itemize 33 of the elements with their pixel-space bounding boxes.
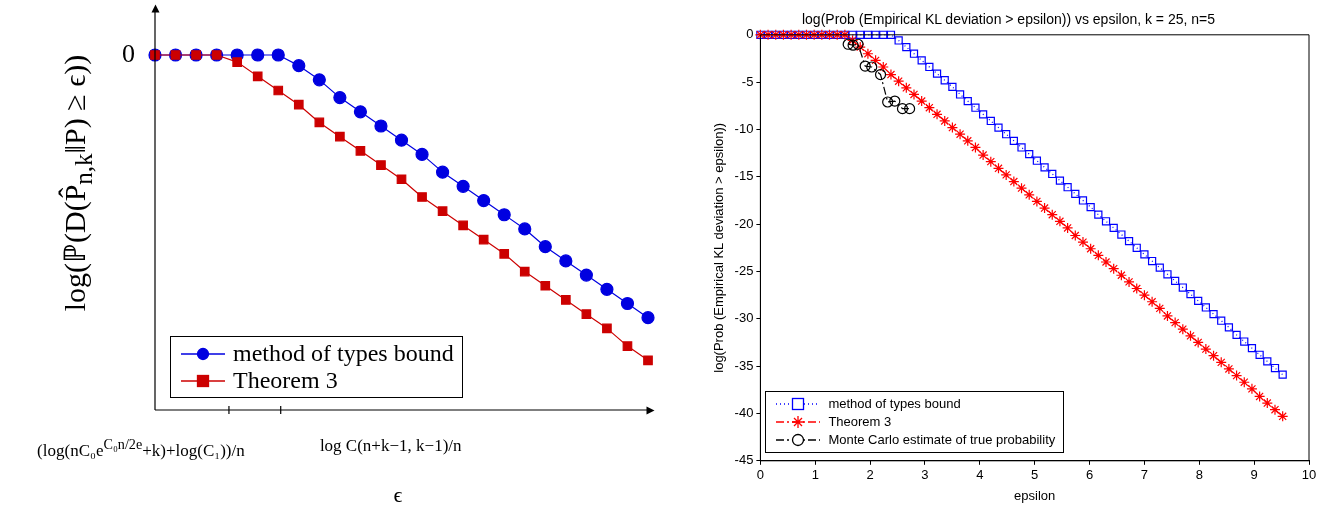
x-tick-label: 0 bbox=[756, 467, 765, 483]
x-tick-label: 1 bbox=[811, 467, 819, 483]
x-tick-label: 4 bbox=[976, 467, 984, 483]
legend-label: method of types bound bbox=[233, 340, 454, 367]
x-axis-title: epsilon bbox=[1014, 487, 1056, 503]
legend-label: method of types bound bbox=[828, 396, 961, 412]
x-tick-label: 5 bbox=[1031, 467, 1039, 483]
y-axis-title: log(Prob (Empirical KL deviation > epsilon)) bbox=[711, 122, 727, 373]
y-tick-label: -5 bbox=[741, 73, 754, 89]
legend-label: Monte Carlo estimate of true probability bbox=[828, 432, 1056, 448]
x-tick-label: 3 bbox=[921, 467, 929, 483]
y-tick-label: -40 bbox=[734, 405, 754, 421]
y-tick-label: -25 bbox=[734, 263, 754, 279]
x-tick-label: 10 bbox=[1301, 467, 1317, 483]
y-tick-label: -45 bbox=[734, 452, 754, 468]
text: (log(nC₀e$^{C₀n/2e}$+k)+log(C₁))/n bbox=[37, 436, 245, 461]
y-tick-label: -20 bbox=[734, 215, 754, 231]
text: log C(n+k−1, k−1)/n bbox=[319, 436, 462, 456]
x-tick-label: 9 bbox=[1250, 467, 1258, 483]
text: 0 bbox=[122, 39, 135, 69]
x-tick-label: 2 bbox=[866, 467, 874, 483]
y-tick-label: -35 bbox=[734, 357, 754, 373]
y-tick-label: -10 bbox=[734, 121, 754, 137]
y-tick-label: -15 bbox=[734, 168, 754, 184]
x-axis-title: ϵ bbox=[393, 482, 403, 508]
y-tick-label: -30 bbox=[734, 310, 754, 326]
chart-title: log(Prob (Empirical KL deviation > epsilon)) vs epsilon, k = 25, n=5 bbox=[801, 11, 1216, 28]
x-tick-label: 6 bbox=[1085, 467, 1094, 483]
legend-label: Theorem 3 bbox=[828, 414, 892, 430]
legend-label: Theorem 3 bbox=[233, 367, 338, 394]
x-tick-label: 8 bbox=[1195, 467, 1203, 483]
y-tick-label: 0 bbox=[746, 26, 754, 42]
x-tick-label: 7 bbox=[1140, 467, 1149, 483]
